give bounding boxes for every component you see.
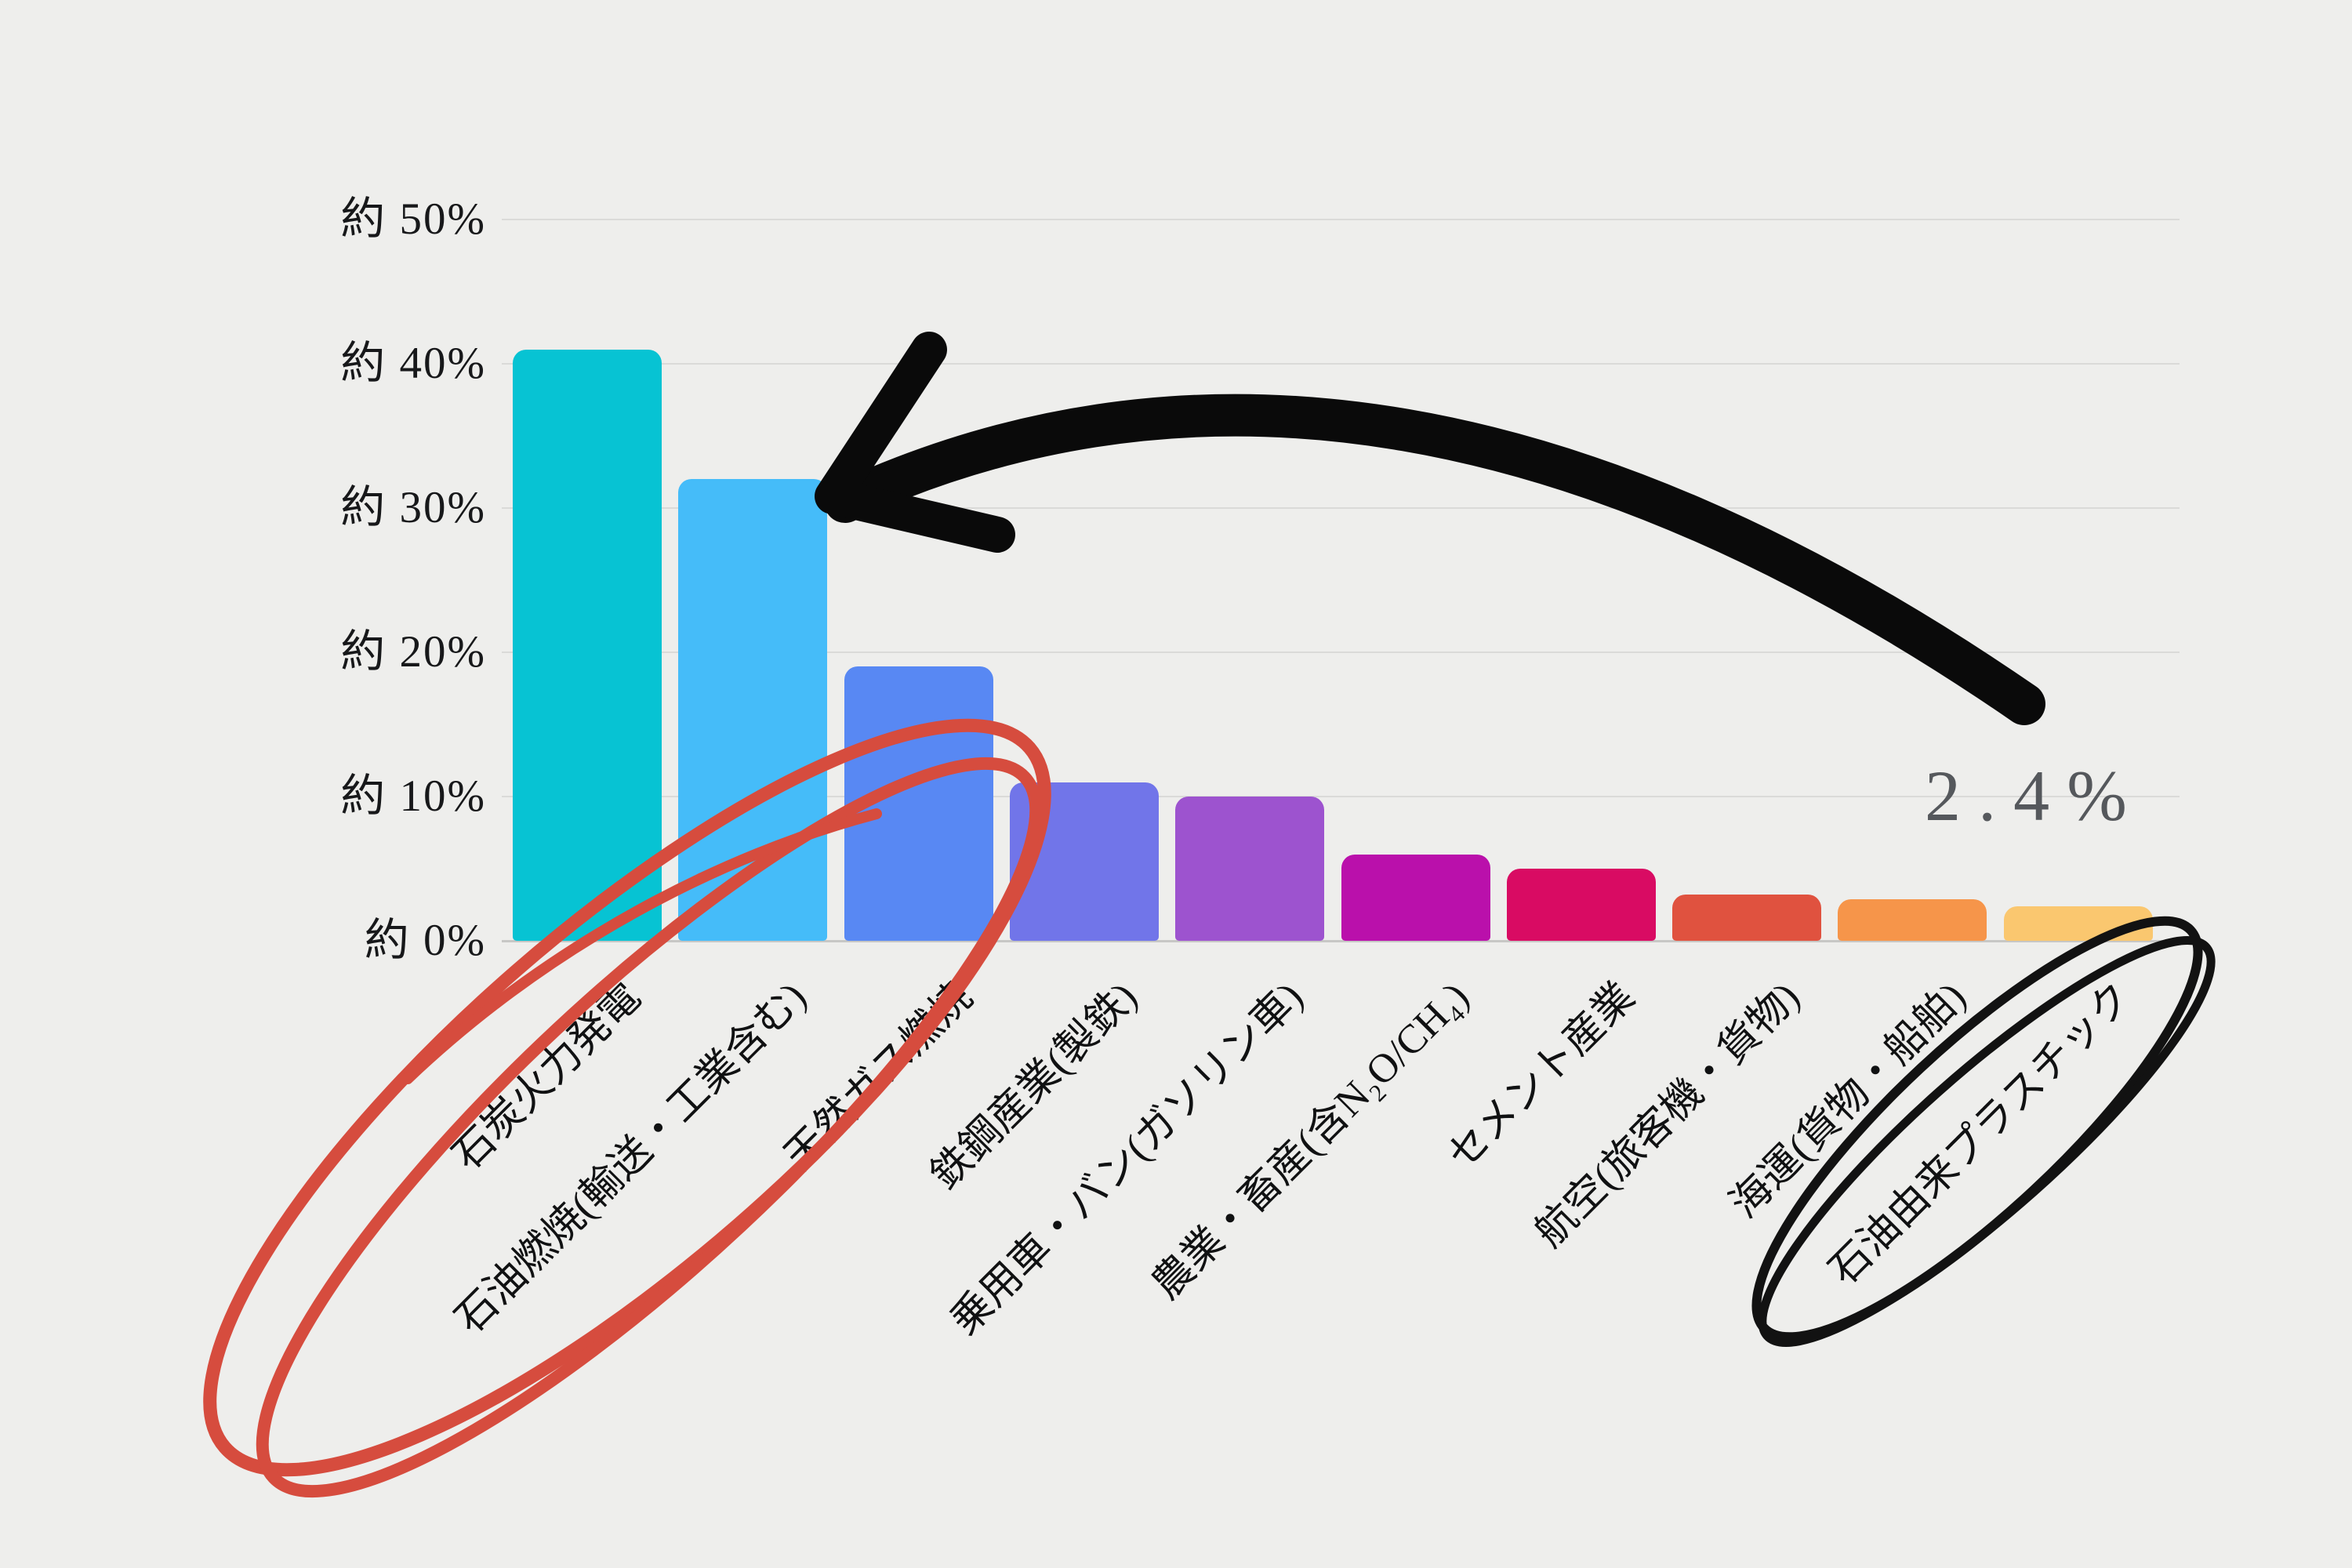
y-axis-tick-label: 約 40%: [340, 339, 486, 388]
gridline-40: [502, 363, 2180, 365]
y-axis-tick-label: 約 30%: [340, 483, 486, 532]
bar: [2003, 906, 2153, 941]
y-axis-tick-label: 約 0%: [364, 916, 486, 965]
y-axis-tick-label: 約 50%: [340, 194, 486, 244]
bar: [1341, 854, 1490, 941]
gridline-0: [502, 940, 2180, 942]
x-axis-label-text: 石油由来プラスチック: [1820, 974, 2140, 1294]
bar: [1175, 797, 1325, 941]
gridline-50: [502, 219, 2180, 220]
bar: [1838, 898, 1987, 941]
bar: [513, 349, 662, 941]
value-callout: 2.4%: [1925, 756, 2144, 836]
bar: [1009, 782, 1159, 941]
bar: [1506, 869, 1656, 941]
bar: [1672, 895, 1822, 941]
x-axis-label-text: 石油燃焼(輸送・工業含む): [447, 974, 815, 1342]
bar: [844, 666, 993, 941]
x-axis-label-text: 乗用車・バン(ガソリン車): [942, 974, 1312, 1344]
y-axis-tick-label: 約 10%: [340, 771, 486, 821]
bar: [678, 479, 828, 941]
gridline-10: [502, 796, 2180, 797]
x-axis-label-text: 農業・畜産(含N₂O/CH₄): [1144, 974, 1478, 1308]
y-axis-tick-label: 約 20%: [340, 627, 486, 677]
